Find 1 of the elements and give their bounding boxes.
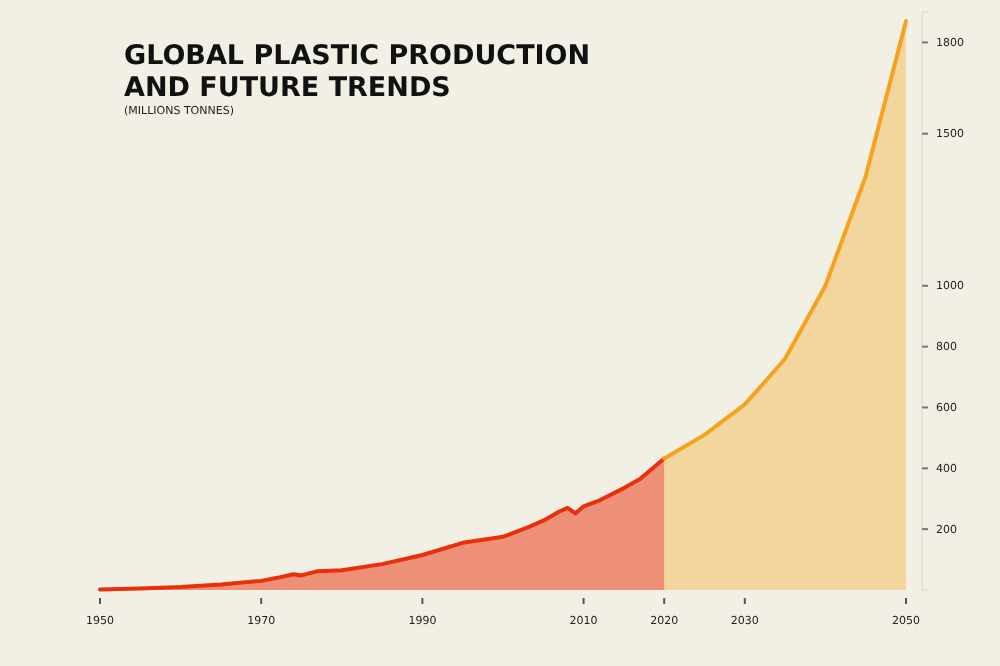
text: GLOBAL PLASTIC PRODUCTION AND FUTURE TRENDS (124, 40, 591, 104)
